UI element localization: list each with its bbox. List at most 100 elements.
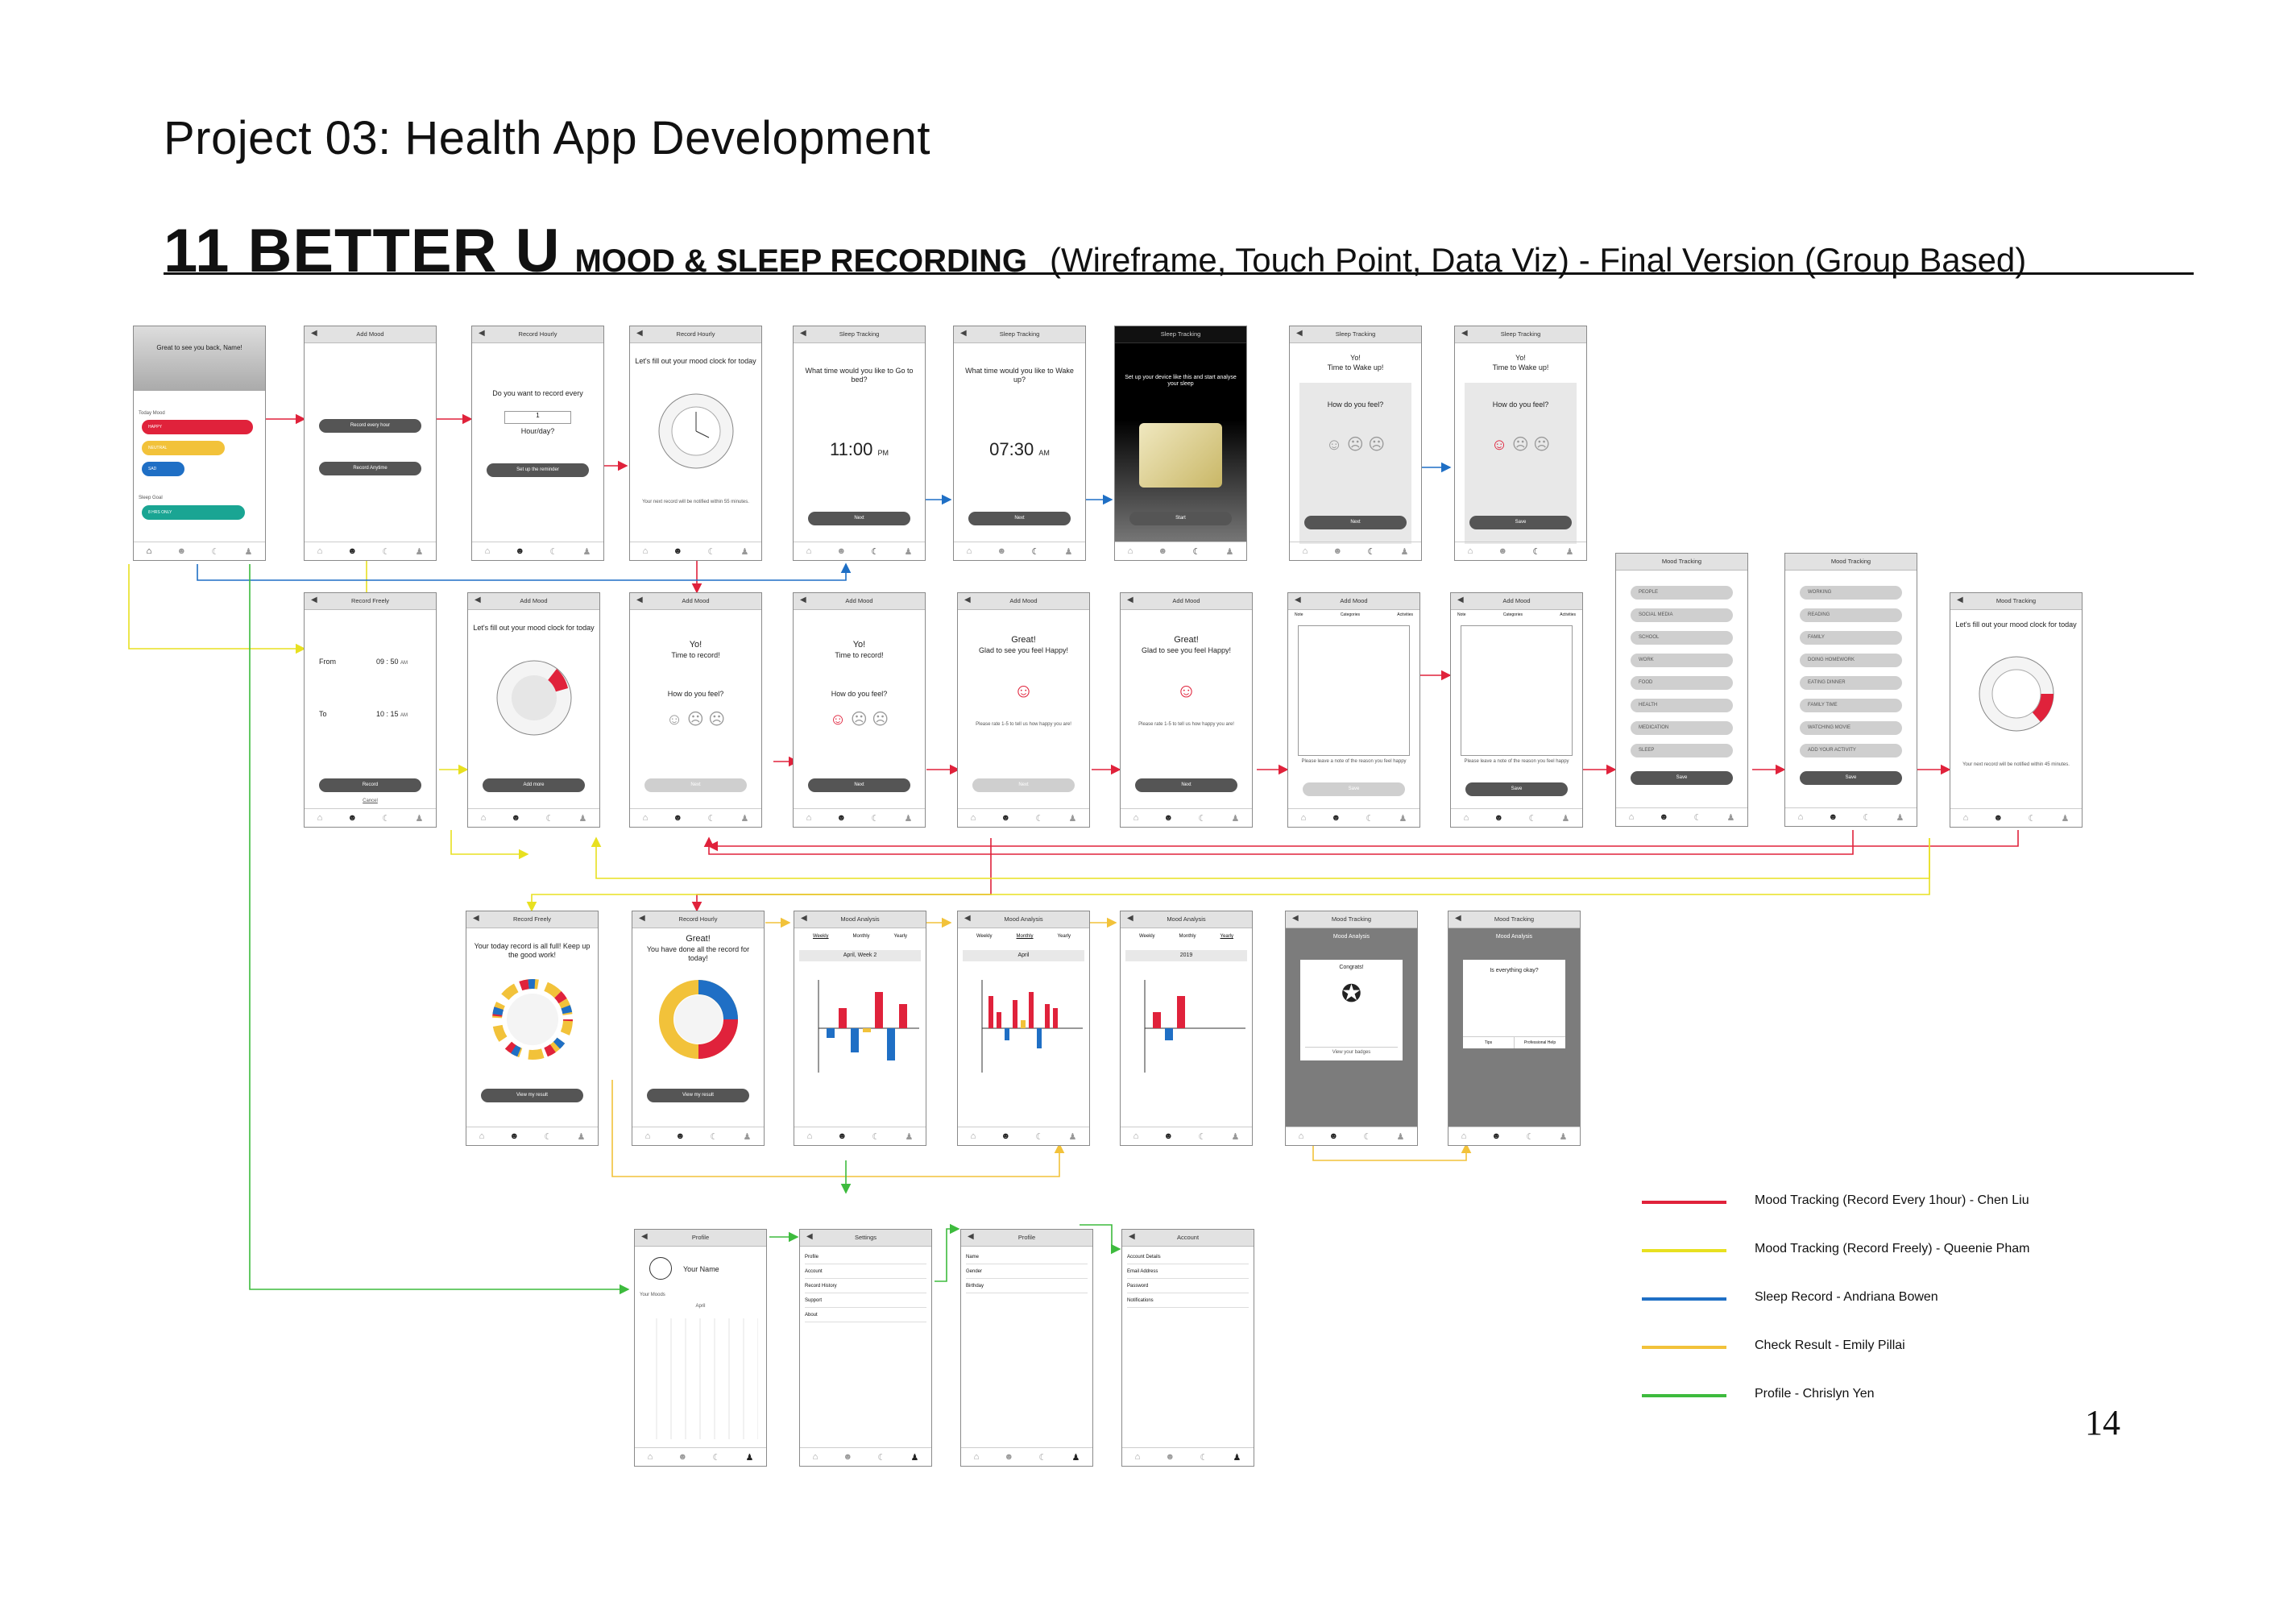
wake-picker[interactable]: 07:30 AM — [959, 439, 1080, 460]
moon-icon[interactable]: ☾ — [877, 1452, 886, 1463]
settings-row[interactable]: Gender — [966, 1265, 1088, 1279]
tab-weekly[interactable]: Weekly — [812, 934, 829, 939]
list-item[interactable]: FAMILY — [1800, 631, 1902, 645]
mood-icon[interactable]: ☻ — [1659, 812, 1669, 822]
save-button[interactable]: Save — [1303, 782, 1405, 796]
moon-icon[interactable]: ☾ — [382, 813, 391, 824]
avatar[interactable] — [649, 1257, 672, 1280]
home-icon[interactable]: ⌂ — [1463, 813, 1469, 823]
professional-help-button[interactable]: Professional Help — [1514, 1037, 1565, 1048]
mood-clock[interactable] — [656, 391, 736, 471]
user-icon[interactable]: ♟ — [1399, 813, 1407, 824]
home-icon[interactable]: ⌂ — [1628, 812, 1635, 822]
moon-icon[interactable]: ☾ — [382, 546, 391, 557]
home-icon[interactable]: ⌂ — [479, 1131, 485, 1141]
sleep-goal-bar[interactable]: 8 HRS ONLY — [142, 505, 245, 520]
home-icon[interactable]: ⌂ — [970, 813, 976, 823]
home-icon[interactable]: ⌂ — [1133, 1131, 1139, 1141]
moon-icon[interactable]: ☾ — [1363, 1131, 1372, 1142]
home-icon[interactable]: ⌂ — [1134, 1452, 1141, 1462]
start-button[interactable]: Start — [1129, 512, 1232, 525]
tab-yearly[interactable]: Yearly — [1220, 934, 1233, 939]
mood-icon[interactable]: ☻ — [673, 546, 683, 556]
settings-row[interactable]: Birthday — [966, 1280, 1088, 1293]
user-icon[interactable]: ♟ — [1071, 1452, 1080, 1463]
settings-row[interactable]: Profile — [805, 1251, 926, 1264]
moon-icon[interactable]: ☾ — [1693, 812, 1702, 823]
home-icon[interactable]: ⌂ — [973, 1452, 980, 1462]
user-icon[interactable]: ♟ — [1231, 813, 1240, 824]
settings-row[interactable]: Name — [966, 1251, 1088, 1264]
moon-icon[interactable]: ☾ — [1198, 813, 1207, 824]
next-button[interactable]: Next — [808, 512, 910, 525]
moon-icon[interactable]: ☾ — [871, 813, 880, 824]
user-icon[interactable]: ♟ — [743, 1131, 752, 1142]
moon-icon[interactable]: ☾ — [545, 813, 554, 824]
user-icon[interactable]: ♟ — [1565, 546, 1574, 557]
list-item[interactable]: MEDICATION — [1631, 721, 1733, 735]
next-button[interactable]: Next — [1135, 778, 1237, 792]
tab-monthly[interactable]: Monthly — [1179, 934, 1196, 939]
mood-icon[interactable]: ☻ — [1494, 813, 1504, 823]
home-icon[interactable]: ⌂ — [1302, 546, 1308, 556]
mood-icon[interactable]: ☻ — [1828, 812, 1838, 822]
mood-icon[interactable]: ☻ — [1163, 1131, 1174, 1141]
tab-note[interactable]: Note — [1295, 612, 1303, 617]
moon-icon[interactable]: ☾ — [1198, 1131, 1207, 1142]
moon-icon[interactable]: ☾ — [872, 1131, 881, 1142]
mood-icon[interactable]: ☻ — [176, 546, 187, 556]
user-icon[interactable]: ♟ — [415, 813, 424, 824]
face-icons[interactable]: ☺ ☹ ☹ — [1325, 436, 1386, 454]
tab-note[interactable]: Note — [1457, 612, 1466, 617]
list-item[interactable]: WORKING — [1800, 586, 1902, 600]
user-icon[interactable]: ♟ — [1896, 812, 1904, 823]
list-item[interactable]: SOCIAL MEDIA — [1631, 608, 1733, 622]
save-button[interactable]: Save — [1469, 516, 1572, 529]
save-button[interactable]: Save — [1800, 771, 1902, 785]
face-icons[interactable]: ☺ ☹ ☹ — [665, 711, 726, 728]
user-icon[interactable]: ♟ — [577, 1131, 586, 1142]
home-icon[interactable]: ⌂ — [966, 546, 972, 556]
next-button[interactable]: Next — [972, 778, 1075, 792]
home-icon[interactable]: ⌂ — [642, 813, 649, 823]
moon-icon[interactable]: ☾ — [211, 546, 220, 557]
tab-weekly[interactable]: Weekly — [976, 934, 993, 939]
list-item[interactable]: SCHOOL — [1631, 631, 1733, 645]
home-icon[interactable]: ⌂ — [480, 813, 487, 823]
user-icon[interactable]: ♟ — [1225, 546, 1234, 557]
user-icon[interactable]: ♟ — [1559, 1131, 1568, 1142]
moon-icon[interactable]: ☾ — [544, 1131, 553, 1142]
moon-icon[interactable]: ☾ — [1035, 1131, 1044, 1142]
mood-icon[interactable]: ☻ — [515, 546, 525, 556]
moon-icon[interactable]: ☾ — [1532, 546, 1541, 557]
tab-categories[interactable]: Categories — [1340, 612, 1360, 617]
user-icon[interactable]: ♟ — [1233, 1452, 1241, 1463]
home-icon[interactable]: ⌂ — [1133, 813, 1139, 823]
mood-icon[interactable]: ☻ — [843, 1452, 853, 1462]
view-badges-button[interactable]: View your badges — [1305, 1047, 1398, 1056]
moon-icon[interactable]: ☾ — [1200, 1452, 1208, 1463]
user-icon[interactable]: ♟ — [1400, 546, 1409, 557]
settings-row[interactable]: Email Address — [1127, 1265, 1249, 1279]
moon-icon[interactable]: ☾ — [1366, 813, 1374, 824]
mood-icon[interactable]: ☻ — [1331, 813, 1341, 823]
tab-yearly[interactable]: Yearly — [1057, 934, 1071, 939]
list-item[interactable]: EATING DINNER — [1800, 676, 1902, 690]
moon-icon[interactable]: ☾ — [1528, 813, 1537, 824]
record-button[interactable]: Record — [319, 778, 421, 792]
mood-icon[interactable]: ☻ — [347, 546, 358, 556]
moon-icon[interactable]: ☾ — [707, 546, 716, 557]
home-icon[interactable]: ⌂ — [1962, 813, 1969, 823]
bedtime-picker[interactable]: 11:00 PM — [798, 439, 920, 460]
user-icon[interactable]: ♟ — [1068, 813, 1077, 824]
mood-bar-happy[interactable]: HAPPY — [142, 420, 253, 434]
tab-activities[interactable]: Activities — [1560, 612, 1576, 617]
home-icon[interactable]: ⌂ — [1797, 812, 1804, 822]
mood-icon[interactable]: ☻ — [1001, 813, 1011, 823]
mood-bar-sad[interactable]: SAD — [142, 462, 184, 476]
mood-icon[interactable]: ☻ — [678, 1452, 688, 1462]
list-item[interactable]: READING — [1800, 608, 1902, 622]
mood-bar-neutral[interactable]: NEUTRAL — [142, 441, 225, 455]
home-icon[interactable]: ⌂ — [812, 1452, 819, 1462]
moon-icon[interactable]: ☾ — [1863, 812, 1871, 823]
